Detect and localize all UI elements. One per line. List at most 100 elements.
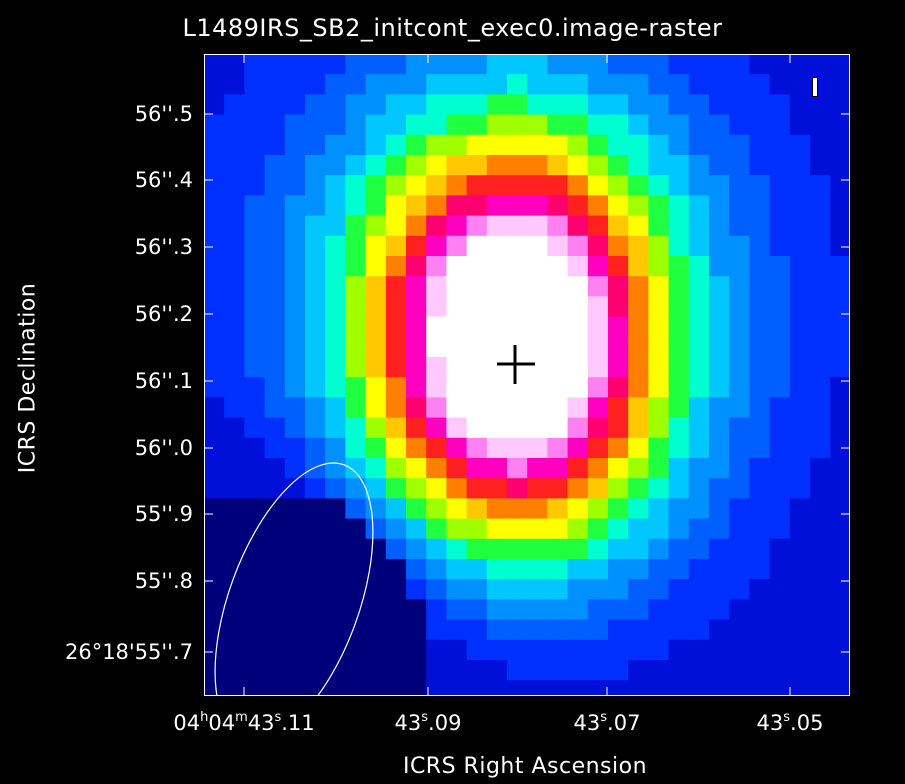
y-tick-label: 56''.0 <box>134 436 193 460</box>
raster-pixel <box>668 94 690 116</box>
raster-pixel <box>688 579 710 600</box>
raster-pixel <box>608 417 629 439</box>
raster-pixel <box>769 54 791 75</box>
raster-pixel <box>628 680 649 696</box>
raster-pixel <box>305 518 326 540</box>
raster-pixel <box>305 599 326 621</box>
raster-pixel <box>749 235 771 257</box>
raster-pixel <box>769 377 791 398</box>
raster-pixel <box>587 397 609 419</box>
raster-pixel <box>305 296 326 318</box>
raster-pixel <box>224 458 245 479</box>
raster-pixel <box>305 660 326 681</box>
raster-pixel <box>406 437 427 459</box>
raster-pixel <box>729 296 750 318</box>
raster-pixel <box>729 397 750 419</box>
raster-pixel <box>204 518 225 540</box>
raster-pixel <box>204 478 225 499</box>
raster-pixel <box>486 458 508 479</box>
raster-pixel <box>204 579 225 600</box>
raster-pixel <box>244 437 266 459</box>
raster-pixel <box>406 94 427 116</box>
raster-pixel <box>709 256 730 277</box>
raster-pixel <box>284 377 306 398</box>
raster-pixel <box>709 134 730 156</box>
y-tick-label: 56''.1 <box>134 369 193 393</box>
raster-pixel <box>830 74 850 95</box>
raster-pixel <box>688 114 710 136</box>
raster-pixel <box>466 74 488 95</box>
raster-pixel <box>385 195 407 217</box>
raster-pixel <box>426 680 447 696</box>
raster-pixel <box>264 215 286 237</box>
raster-pixel <box>406 155 427 176</box>
raster-pixel <box>224 437 245 459</box>
raster-pixel <box>587 215 609 237</box>
raster-pixel <box>668 538 690 560</box>
raster-pixel <box>527 680 548 696</box>
raster-pixel <box>264 54 286 75</box>
raster-pixel <box>224 639 245 661</box>
raster-pixel <box>709 417 730 439</box>
raster-pixel <box>830 478 850 499</box>
raster-pixel <box>406 215 427 237</box>
raster-pixel <box>789 336 811 358</box>
raster-pixel <box>264 599 286 621</box>
raster-pixel <box>365 215 387 237</box>
raster-pixel <box>486 680 508 696</box>
raster-pixel <box>204 215 225 237</box>
raster-pixel <box>547 114 569 136</box>
raster-pixel <box>567 316 589 338</box>
raster-pixel <box>749 155 771 176</box>
raster-pixel <box>466 579 488 600</box>
raster-pixel <box>668 599 690 621</box>
raster-pixel <box>648 619 670 641</box>
raster-pixel <box>305 256 326 277</box>
raster-pixel <box>426 316 447 338</box>
raster-pixel <box>749 397 771 419</box>
raster-pixel <box>426 215 447 237</box>
raster-pixel <box>527 498 548 520</box>
raster-pixel <box>365 417 387 439</box>
raster-pixel <box>628 175 649 196</box>
raster-pixel <box>244 377 266 398</box>
raster-pixel <box>385 175 407 196</box>
raster-pixel <box>830 619 850 641</box>
raster-pixel <box>587 458 609 479</box>
raster-pixel <box>547 458 569 479</box>
raster-pixel <box>446 276 468 297</box>
raster-pixel <box>628 74 649 95</box>
raster-pixel <box>486 619 508 641</box>
raster-pixel <box>345 478 367 499</box>
raster-pixel <box>244 599 266 621</box>
raster-pixel <box>547 357 569 378</box>
raster-pixel <box>587 498 609 520</box>
raster-image[interactable] <box>204 54 850 696</box>
raster-pixel <box>264 94 286 116</box>
raster-pixel <box>587 54 609 75</box>
raster-pixel <box>527 538 548 560</box>
raster-pixel <box>729 74 750 95</box>
raster-pixel <box>749 336 771 358</box>
raster-pixel <box>648 559 670 580</box>
raster-pixel <box>527 599 548 621</box>
raster-pixel <box>345 458 367 479</box>
raster-pixel <box>446 357 468 378</box>
raster-pixel <box>365 256 387 277</box>
raster-pixel <box>426 296 447 318</box>
raster-pixel <box>830 660 850 681</box>
raster-pixel <box>244 195 266 217</box>
raster-pixel <box>507 296 528 318</box>
raster-pixel <box>365 478 387 499</box>
raster-pixel <box>244 579 266 600</box>
raster-pixel <box>345 296 367 318</box>
raster-pixel <box>224 74 245 95</box>
raster-pixel <box>527 155 548 176</box>
raster-pixel <box>587 619 609 641</box>
raster-pixel <box>527 357 548 378</box>
raster-pixel <box>466 397 488 419</box>
raster-pixel <box>527 94 548 116</box>
raster-pixel <box>830 195 850 217</box>
raster-pixel <box>587 114 609 136</box>
raster-pixel <box>345 417 367 439</box>
